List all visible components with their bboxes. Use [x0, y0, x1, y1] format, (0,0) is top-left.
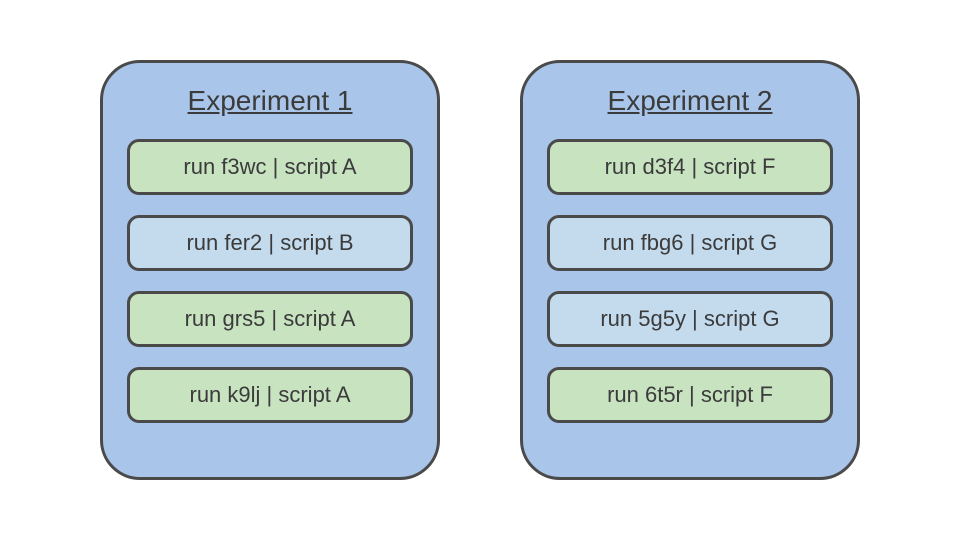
- run-label: run 5g5y | script G: [600, 306, 779, 332]
- run-item: run 6t5r | script F: [547, 367, 833, 423]
- experiment-1-title: Experiment 1: [188, 85, 353, 117]
- experiment-1-box: Experiment 1 run f3wc | script A run fer…: [100, 60, 440, 480]
- experiment-1-run-list: run f3wc | script A run fer2 | script B …: [127, 139, 413, 423]
- run-label: run grs5 | script A: [185, 306, 356, 332]
- run-item: run fbg6 | script G: [547, 215, 833, 271]
- experiment-2-title: Experiment 2: [608, 85, 773, 117]
- run-item: run d3f4 | script F: [547, 139, 833, 195]
- run-label: run fer2 | script B: [186, 230, 353, 256]
- run-label: run f3wc | script A: [183, 154, 356, 180]
- experiment-2-run-list: run d3f4 | script F run fbg6 | script G …: [547, 139, 833, 423]
- diagram-canvas: Experiment 1 run f3wc | script A run fer…: [0, 0, 960, 540]
- run-item: run grs5 | script A: [127, 291, 413, 347]
- run-label: run k9lj | script A: [190, 382, 351, 408]
- run-item: run 5g5y | script G: [547, 291, 833, 347]
- experiment-2-box: Experiment 2 run d3f4 | script F run fbg…: [520, 60, 860, 480]
- run-label: run 6t5r | script F: [607, 382, 773, 408]
- run-item: run fer2 | script B: [127, 215, 413, 271]
- run-item: run k9lj | script A: [127, 367, 413, 423]
- run-item: run f3wc | script A: [127, 139, 413, 195]
- run-label: run fbg6 | script G: [603, 230, 777, 256]
- run-label: run d3f4 | script F: [605, 154, 776, 180]
